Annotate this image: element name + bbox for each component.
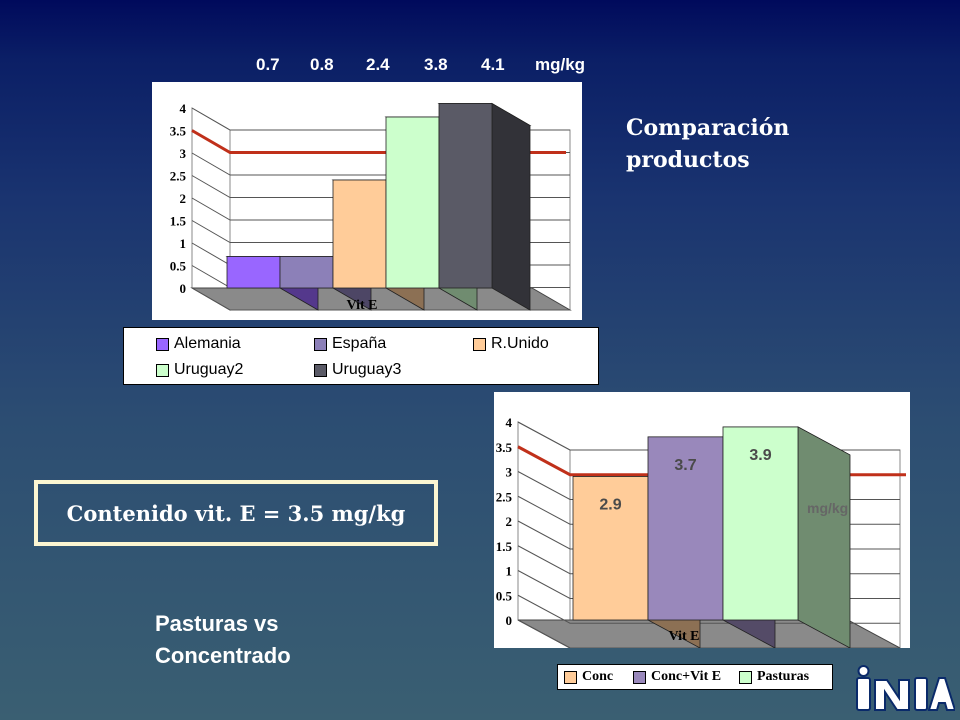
top-value-label: 0.7 [256,55,280,74]
y-tick-label: 1 [506,564,513,579]
legend-item: Pasturas [739,669,809,685]
bar-value-label: 3.7 [674,457,696,474]
legend-swatch [739,670,752,684]
gridline [517,594,900,624]
legend-item: Uruguay3 [314,361,401,379]
legend-item: R.Unido [473,335,549,353]
y-tick-label: 4 [180,101,187,116]
top-value-labels: 0.7 0.8 2.4 3.8 4.1 mg/kg [256,55,616,77]
top-value-label: 0.8 [310,55,334,74]
chart-1: 0 0.5 1 1.5 2 2.5 3 3.5 4 Vit E [152,82,582,320]
chart-1-svg: 0 0.5 1 1.5 2 2.5 3 3.5 4 Vit E [170,101,572,313]
gridline [517,619,900,648]
legend-item: España [314,335,386,353]
bar [332,179,387,289]
bar-side [491,102,531,311]
bar [722,426,799,621]
chart-2-legend: Conc Conc+Vit E Pasturas [557,664,833,690]
y-tick-label: 0.5 [170,259,187,274]
bar [572,476,649,621]
legend-swatch [633,670,646,684]
y-tick-label: 4 [506,415,513,430]
chart-1-legend: Alemania España R.Unido Uruguay2 Uruguay… [123,327,599,385]
legend-swatch [564,670,577,684]
legend-item: Conc [564,669,613,685]
y-tick-label: 1.5 [496,539,513,554]
y-tick-label: 3.5 [496,440,513,455]
legend-label: España [332,335,387,352]
y-tick-label: 0 [506,613,513,628]
legend-item: Alemania [156,335,241,353]
legend-swatch [156,337,169,351]
gridline [191,287,570,311]
y-tick-label: 0.5 [496,588,513,603]
comparison-title-line: Comparación [626,115,790,141]
bar [385,116,440,289]
y-tick-label: 2.5 [170,169,187,184]
top-value-label: 2.4 [366,55,390,74]
comparison-title-line: productos [626,147,750,173]
y-tick-label: 2 [180,191,187,206]
y-tick-label: 2.5 [496,489,513,504]
legend-label: R.Unido [491,335,549,352]
y-tick-label: 1.5 [170,214,187,229]
bar [438,103,493,289]
bar [226,256,281,289]
legend-item: Conc+Vit E [633,669,721,685]
vitamin-e-content-text: Contenido vit. E = 3.5 mg/kg [66,500,406,526]
legend-label: Conc [582,669,614,684]
legend-swatch [156,363,169,377]
y-tick-label: 3 [180,146,187,161]
top-value-unit: mg/kg [535,55,586,74]
x-axis-label: Vit E [347,298,378,313]
value-unit-label: mg/kg [807,500,848,516]
pasturas-label-line: Pasturas vs [155,611,279,636]
inia-logo-graphic [856,665,957,711]
legend-swatch [473,337,486,351]
top-value-label: 4.1 [481,55,505,74]
y-tick-label: 3.5 [170,124,187,139]
inia-logo [855,664,957,712]
y-tick-label: 0 [180,281,187,296]
legend-label: Alemania [174,335,241,352]
bar [279,256,334,289]
top-value-label: 3.8 [424,55,448,74]
x-axis-label: Vit E [669,629,700,644]
bar-value-label: 2.9 [599,496,621,513]
legend-swatch [314,363,327,377]
legend-item: Uruguay2 [156,361,243,379]
chart-2: 0 0.5 1 1.5 2 2.5 3 3.5 4 2.9 3.7 3.9 Vit E mg/kg [494,392,910,648]
legend-label: Uruguay3 [332,361,402,378]
bar-value-label: 3.9 [749,447,771,464]
vitamin-e-content-box: Contenido vit. E = 3.5 mg/kg [34,480,438,546]
legend-swatch [314,337,327,351]
y-tick-label: 1 [180,236,187,251]
bar-side [797,426,851,648]
chart-2-svg: 0 0.5 1 1.5 2 2.5 3 3.5 4 2.9 3.7 3.9 Vit E mg/kg [496,415,906,648]
y-tick-label: 2 [506,514,513,529]
pasturas-label: Pasturas vs Concentrado [155,608,291,672]
legend-label: Uruguay2 [174,361,244,378]
comparison-title: Comparación productos [626,112,789,176]
legend-label: Conc+Vit E [651,669,722,684]
y-tick-label: 3 [506,465,513,480]
legend-label: Pasturas [757,669,810,684]
pasturas-label-line: Concentrado [155,643,291,668]
